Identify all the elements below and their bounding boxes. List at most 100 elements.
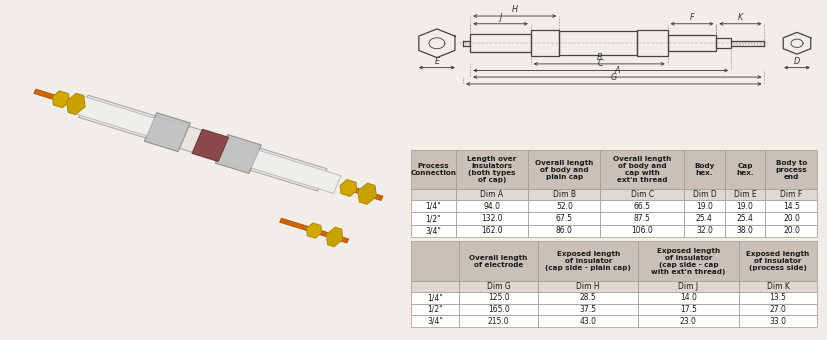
Bar (411, 292, 459, 304)
Text: 67.5: 67.5 (556, 214, 573, 223)
Text: 86.0: 86.0 (556, 226, 573, 235)
Text: 20.0: 20.0 (783, 214, 800, 223)
Bar (528, 212, 600, 224)
Text: 52.0: 52.0 (556, 202, 573, 211)
Text: 19.0: 19.0 (737, 202, 753, 211)
Text: G: G (610, 73, 617, 82)
Text: Dim B: Dim B (552, 190, 576, 199)
Bar (456, 200, 528, 212)
Text: 94.0: 94.0 (484, 202, 500, 211)
Bar (716, 38, 731, 48)
Text: 3/4": 3/4" (425, 226, 441, 235)
Text: 28.5: 28.5 (580, 293, 596, 302)
Bar (411, 150, 456, 189)
Bar (459, 281, 538, 292)
Text: 1/4": 1/4" (427, 293, 442, 302)
Text: 25.4: 25.4 (696, 214, 713, 223)
Text: 1/2": 1/2" (427, 305, 442, 314)
Text: Dim E: Dim E (734, 190, 757, 199)
Text: D: D (794, 57, 800, 66)
Text: 162.0: 162.0 (481, 226, 503, 235)
Polygon shape (79, 95, 327, 191)
Text: H: H (512, 5, 518, 14)
Text: Dim A: Dim A (480, 190, 504, 199)
Text: Dim J: Dim J (678, 282, 699, 291)
Text: Dim F: Dim F (781, 190, 802, 199)
Text: 23.0: 23.0 (680, 317, 697, 326)
Bar (637, 30, 667, 56)
Bar (538, 304, 638, 315)
Polygon shape (34, 89, 73, 105)
Text: Length over
insulators
(both types
of cap): Length over insulators (both types of ca… (467, 156, 517, 183)
Bar (766, 189, 817, 200)
Text: J: J (500, 13, 502, 22)
Polygon shape (280, 218, 349, 243)
Bar (528, 150, 600, 189)
Bar (456, 150, 528, 189)
Bar (724, 224, 766, 237)
Text: Overall length
of electrode: Overall length of electrode (470, 255, 528, 268)
Polygon shape (344, 185, 383, 201)
Polygon shape (215, 135, 261, 173)
Bar (638, 315, 739, 327)
Text: Exposed length
of insulator
(process side): Exposed length of insulator (process sid… (746, 251, 810, 271)
Bar (411, 315, 459, 327)
Bar (684, 150, 724, 189)
Text: Dim D: Dim D (692, 190, 716, 199)
Polygon shape (145, 113, 190, 152)
Text: 106.0: 106.0 (631, 226, 653, 235)
Text: Body
hex.: Body hex. (694, 163, 715, 176)
Text: 38.0: 38.0 (737, 226, 753, 235)
Bar (411, 200, 456, 212)
Bar (471, 34, 531, 52)
Text: E: E (434, 57, 439, 66)
Polygon shape (53, 91, 69, 108)
Text: 27.0: 27.0 (770, 305, 786, 314)
Text: 19.0: 19.0 (696, 202, 713, 211)
Text: Process
Connection: Process Connection (410, 163, 457, 176)
Bar (538, 292, 638, 304)
Text: 215.0: 215.0 (488, 317, 509, 326)
Bar (538, 241, 638, 281)
Bar (724, 200, 766, 212)
Bar (411, 241, 459, 281)
Bar (684, 224, 724, 237)
Polygon shape (358, 183, 376, 204)
Bar (600, 150, 684, 189)
Text: 43.0: 43.0 (580, 317, 597, 326)
Text: Body to
process
end: Body to process end (776, 159, 807, 180)
Bar (667, 35, 716, 51)
Text: 165.0: 165.0 (488, 305, 509, 314)
Text: Dim C: Dim C (631, 190, 654, 199)
Bar (638, 292, 739, 304)
Text: 1/4": 1/4" (425, 202, 441, 211)
Polygon shape (340, 180, 356, 196)
Bar (638, 281, 739, 292)
Polygon shape (192, 129, 228, 161)
Bar (411, 304, 459, 315)
Polygon shape (251, 150, 341, 193)
Bar (766, 150, 817, 189)
Bar (724, 189, 766, 200)
Bar (766, 200, 817, 212)
Text: Overall length
of body and
plain cap: Overall length of body and plain cap (535, 159, 594, 180)
Bar (724, 150, 766, 189)
Text: K: K (738, 13, 743, 22)
Bar (531, 30, 559, 56)
Bar (684, 200, 724, 212)
Bar (638, 241, 739, 281)
Text: 33.0: 33.0 (769, 317, 786, 326)
Bar (528, 189, 600, 200)
Bar (739, 292, 817, 304)
Bar (411, 281, 459, 292)
Bar (459, 241, 538, 281)
Text: 66.5: 66.5 (633, 202, 651, 211)
Bar (411, 189, 456, 200)
Text: 125.0: 125.0 (488, 293, 509, 302)
Polygon shape (327, 227, 343, 247)
Bar (684, 189, 724, 200)
Polygon shape (307, 223, 322, 238)
Bar (411, 212, 456, 224)
Bar (459, 304, 538, 315)
Text: 1/2": 1/2" (425, 214, 441, 223)
